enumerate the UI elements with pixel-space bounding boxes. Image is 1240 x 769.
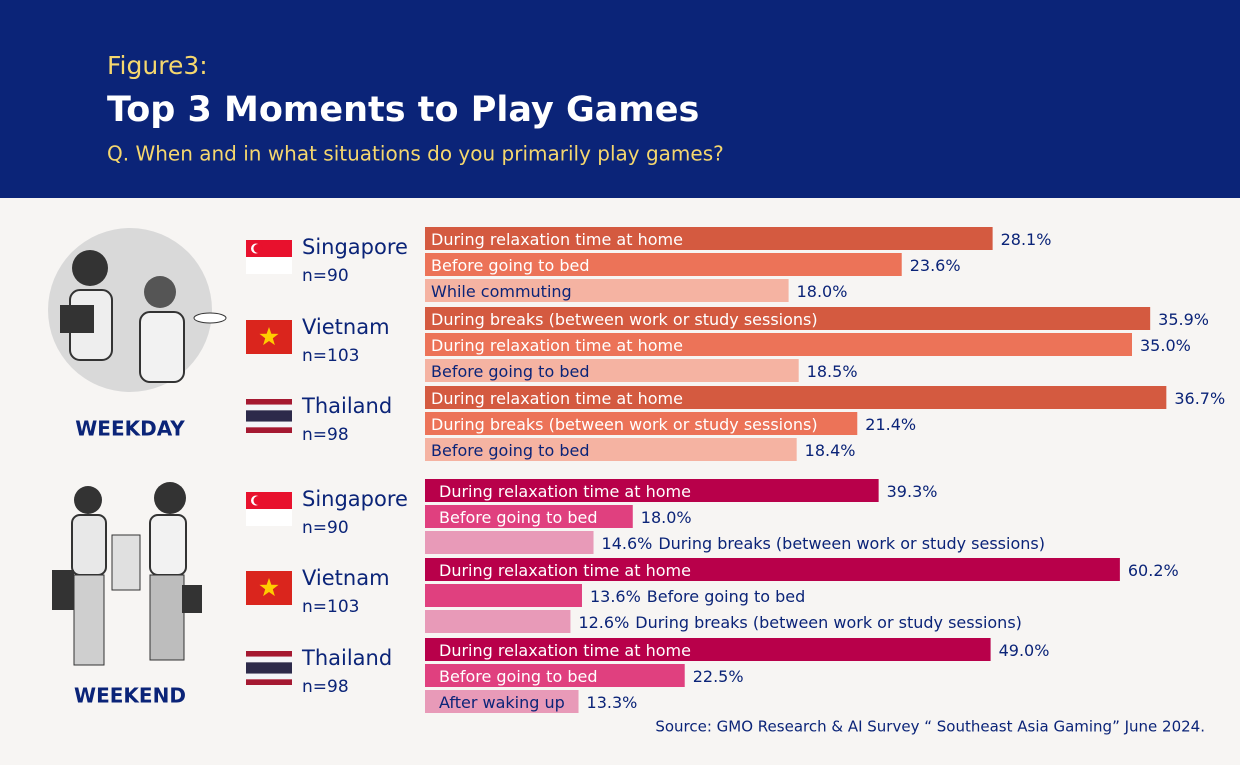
header-band — [0, 0, 1240, 198]
flag — [246, 679, 292, 685]
value-label: 18.4% — [805, 441, 856, 460]
flag — [246, 673, 292, 680]
flag — [246, 662, 292, 674]
value-label: 28.1% — [1001, 230, 1052, 249]
bar — [425, 610, 571, 633]
country-name: Singapore — [302, 235, 408, 259]
flag — [246, 257, 292, 274]
bar — [425, 359, 799, 382]
value-label: 18.5% — [807, 362, 858, 381]
value-label: 18.0% — [797, 282, 848, 301]
category-label: During breaks (between work or study ses… — [431, 310, 818, 329]
flag — [246, 509, 292, 526]
weekend-illustration — [52, 482, 202, 666]
flag — [246, 651, 292, 657]
subtitle: Q. When and in what situations do you pr… — [107, 142, 724, 166]
flag — [259, 578, 279, 597]
flag — [246, 399, 292, 405]
flag — [253, 244, 263, 253]
country-name: Singapore — [302, 487, 408, 511]
bar — [425, 386, 1167, 409]
bar — [425, 253, 902, 276]
sample-size: n=90 — [302, 518, 349, 538]
bar — [425, 412, 858, 435]
country-name: Vietnam — [302, 566, 390, 590]
country-name: Thailand — [301, 394, 392, 418]
value-label: 13.6% — [590, 587, 641, 606]
bar — [425, 638, 991, 661]
bar — [425, 279, 789, 302]
flag — [246, 656, 292, 663]
value-label: 49.0% — [999, 641, 1050, 660]
category-label: During breaks (between work or study ses… — [658, 534, 1045, 553]
bar — [425, 505, 633, 528]
sample-size: n=103 — [302, 597, 359, 617]
value-label: 36.7% — [1174, 389, 1225, 408]
category-label: While commuting — [431, 282, 572, 301]
bar — [425, 307, 1151, 330]
flag — [246, 404, 292, 411]
value-label: 35.9% — [1158, 310, 1209, 329]
country-name: Vietnam — [302, 315, 390, 339]
value-label: 21.4% — [865, 415, 916, 434]
category-label: Before going to bed — [431, 441, 589, 460]
value-label: 22.5% — [693, 667, 744, 686]
category-label: Before going to bed — [431, 256, 589, 275]
value-label: 23.6% — [910, 256, 961, 275]
category-label: Before going to bed — [647, 587, 805, 606]
value-label: 18.0% — [641, 508, 692, 527]
value-label: 14.6% — [602, 534, 653, 553]
bar — [425, 664, 685, 687]
flags — [246, 240, 292, 685]
flag — [246, 410, 292, 422]
flag — [246, 421, 292, 428]
flag — [259, 327, 279, 346]
country-name: Thailand — [301, 646, 392, 670]
section-label: WEEKEND — [74, 684, 186, 708]
value-label: 39.3% — [887, 482, 938, 501]
value-label: 60.2% — [1128, 561, 1179, 580]
category-label: During relaxation time at home — [431, 230, 683, 249]
bar — [425, 333, 1132, 356]
category-label: During relaxation time at home — [439, 641, 691, 660]
source: Source: GMO Research & AI Survey “ South… — [655, 718, 1205, 736]
flag — [253, 496, 263, 505]
bar — [425, 690, 579, 713]
bar — [425, 438, 797, 461]
weekday-illustration — [48, 228, 227, 392]
bar — [425, 558, 1120, 581]
category-label: During breaks (between work or study ses… — [431, 415, 818, 434]
value-label: 13.3% — [587, 693, 638, 712]
bar — [425, 479, 879, 502]
category-label: During relaxation time at home — [431, 389, 683, 408]
category-label: Before going to bed — [439, 508, 597, 527]
category-label: Before going to bed — [439, 667, 597, 686]
sample-size: n=98 — [302, 425, 349, 445]
category-label: Before going to bed — [431, 362, 589, 381]
flag — [246, 427, 292, 433]
title: Top 3 Moments to Play Games — [107, 90, 699, 130]
category-label: During relaxation time at home — [439, 482, 691, 501]
figure-label: Figure3: — [107, 51, 208, 80]
bar — [425, 584, 582, 607]
value-label: 12.6% — [578, 613, 629, 632]
category-label: During breaks (between work or study ses… — [635, 613, 1022, 632]
sample-size: n=103 — [302, 346, 359, 366]
value-label: 35.0% — [1140, 336, 1191, 355]
sample-size: n=98 — [302, 677, 349, 697]
category-label: After waking up — [439, 693, 565, 712]
sample-size: n=90 — [302, 266, 349, 286]
section-label: WEEKDAY — [75, 417, 185, 441]
bar — [425, 227, 993, 250]
bar — [425, 531, 594, 554]
category-label: During relaxation time at home — [439, 561, 691, 580]
category-label: During relaxation time at home — [431, 336, 683, 355]
